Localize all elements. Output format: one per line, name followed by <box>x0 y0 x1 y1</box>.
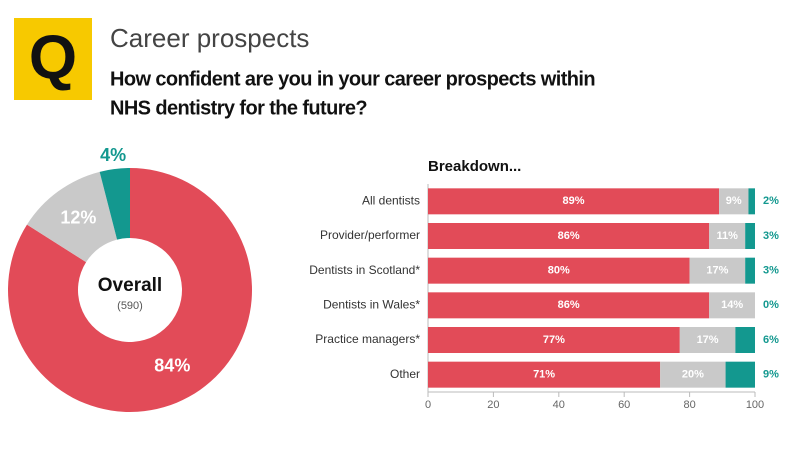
center-sublabel: (590) <box>117 300 143 312</box>
value-label: 3% <box>763 265 779 277</box>
value-label: 77% <box>543 334 565 346</box>
value-label: 86% <box>558 299 580 311</box>
donut-slice <box>99 168 130 240</box>
question-line: How confident are you in your career pro… <box>110 68 595 90</box>
value-label: 0% <box>763 299 779 311</box>
value-label: 71% <box>533 369 555 381</box>
category-label: All dentists <box>362 194 420 208</box>
bar-segment <box>428 257 690 284</box>
value-label: 89% <box>562 195 584 207</box>
chart-title: Breakdown... <box>428 158 521 175</box>
value-label: 2% <box>763 195 779 207</box>
bar-segment <box>748 188 755 215</box>
value-label: 80% <box>548 265 570 277</box>
x-tick-label: 0 <box>425 399 431 411</box>
x-tick-label: 20 <box>487 399 499 411</box>
bar-segment <box>660 361 726 388</box>
bar-segment <box>428 361 661 388</box>
value-label: 14% <box>721 299 743 311</box>
bar-segment <box>745 257 755 284</box>
category-label: Other <box>390 367 420 381</box>
category-label: Dentists in Scotland* <box>309 263 420 277</box>
x-tick-label: 60 <box>618 399 630 411</box>
value-label: 9% <box>763 369 779 381</box>
category-label: Practice managers* <box>315 332 420 346</box>
value-label: 6% <box>763 334 779 346</box>
slice-label: 4% <box>100 145 126 165</box>
bar-segment <box>735 327 755 353</box>
question-line: NHS dentistry for the future? <box>110 97 367 119</box>
badge-box <box>14 18 92 100</box>
topic: Career prospects <box>110 23 309 53</box>
value-label: 3% <box>763 230 779 242</box>
category-label: Provider/performer <box>320 228 420 242</box>
slice-label: 12% <box>60 208 96 228</box>
slice-label: 84% <box>154 356 190 376</box>
bar-segment <box>709 223 746 249</box>
category-label: Dentists in Wales* <box>323 298 420 312</box>
bar-segment <box>679 327 736 353</box>
x-tick-label: 80 <box>683 399 695 411</box>
bar-segment <box>428 327 680 353</box>
value-label: 11% <box>716 230 738 242</box>
bar-segment <box>428 223 710 249</box>
bar-segment <box>709 292 755 319</box>
bar-segment <box>719 188 749 215</box>
value-label: 20% <box>682 369 704 381</box>
donut-slice <box>7 167 252 412</box>
bar-segment <box>745 223 755 249</box>
value-label: 86% <box>558 230 580 242</box>
value-label: 17% <box>697 334 719 346</box>
bar-segment <box>725 361 755 388</box>
x-tick-label: 100 <box>746 399 764 411</box>
bar-segment <box>428 292 710 319</box>
value-label: 17% <box>706 265 728 277</box>
donut-slice <box>26 171 118 263</box>
badge: Q <box>29 23 77 92</box>
center-label: Overall <box>98 275 162 296</box>
bar-segment <box>689 257 746 284</box>
bar-segment <box>428 188 720 215</box>
x-tick-label: 40 <box>553 399 565 411</box>
value-label: 9% <box>726 195 742 207</box>
